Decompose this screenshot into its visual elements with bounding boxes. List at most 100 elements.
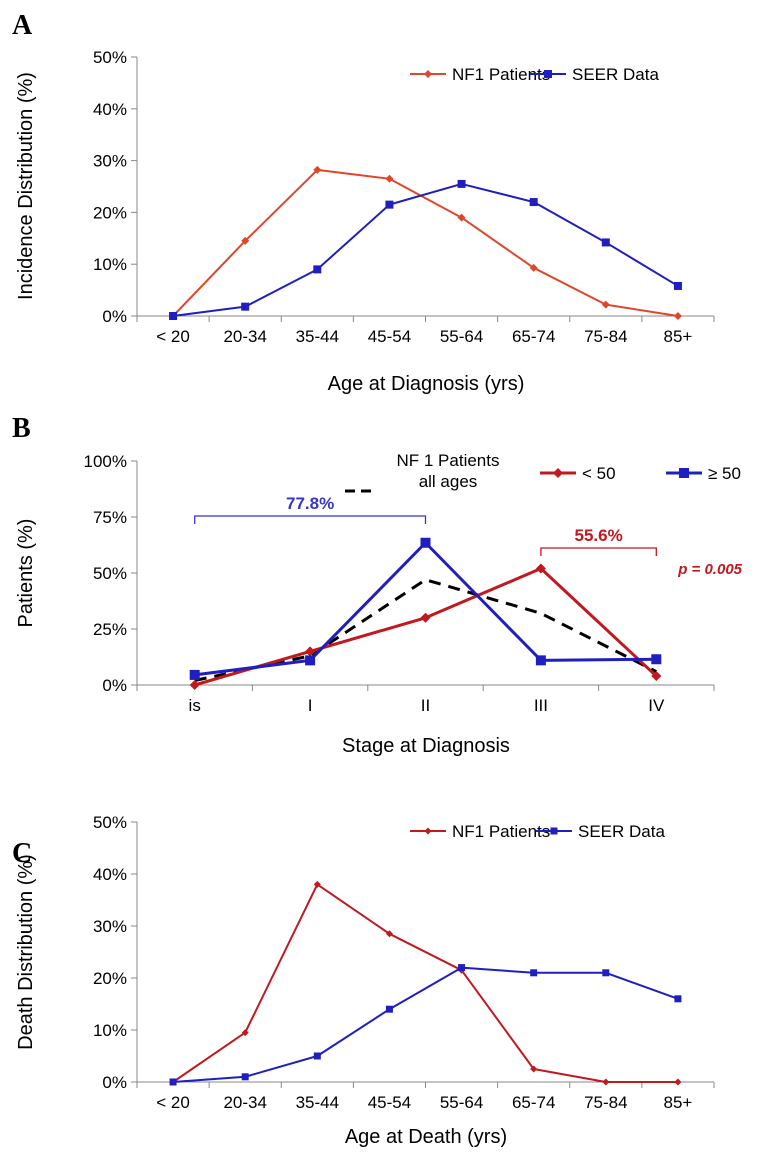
data-point — [529, 198, 538, 207]
series-line — [172, 966, 679, 1083]
x-tick-label: 20-34 — [223, 327, 266, 346]
y-tick-label: 50% — [93, 813, 127, 832]
y-tick-label: 30% — [93, 917, 127, 936]
legend-marker — [424, 70, 432, 78]
series-1 — [169, 964, 682, 1086]
legend-label: SEER Data — [578, 822, 665, 841]
x-tick-label: 55-64 — [440, 1093, 483, 1112]
legend: NF1 Patients SEER Data — [410, 822, 665, 841]
y-tick-label: 75% — [93, 508, 127, 527]
panel-label: C — [12, 838, 32, 869]
y-tick-label: 0% — [102, 1073, 127, 1092]
data-point — [241, 302, 250, 311]
data-point — [385, 200, 394, 209]
data-point — [241, 1073, 249, 1081]
data-point — [305, 655, 316, 666]
p-value-label: p = 0.005 — [677, 561, 742, 578]
bracket-left — [194, 515, 427, 524]
legend: NF 1 Patients all ages < 50 ≥ 50 — [345, 451, 741, 493]
series-line — [172, 883, 678, 1083]
y-tick-label: 100% — [84, 452, 127, 471]
data-point — [385, 930, 393, 938]
bracket-label-left: 77.8% — [286, 494, 334, 513]
data-point — [241, 236, 250, 245]
legend-marker — [544, 70, 552, 78]
series-0 — [169, 880, 682, 1086]
x-tick-label: 75-84 — [584, 327, 627, 346]
y-axis-title: Incidence Distribution (%) — [15, 72, 37, 300]
x-tick-label: 75-84 — [584, 1093, 627, 1112]
data-point — [189, 680, 200, 690]
data-point — [457, 179, 466, 188]
x-tick-label: 85+ — [664, 1093, 693, 1112]
x-axis-title: Age at Diagnosis (yrs) — [328, 373, 525, 395]
legend-marker — [424, 827, 432, 835]
data-point — [385, 174, 394, 183]
legend-label-line: NF 1 Patients — [397, 451, 500, 470]
data-point — [602, 1078, 610, 1086]
x-tick-label: 20-34 — [223, 1093, 266, 1112]
legend-label: SEER Data — [572, 65, 659, 84]
data-point — [313, 165, 322, 174]
x-tick-label: 35-44 — [296, 327, 339, 346]
x-tick-label: III — [534, 696, 548, 715]
data-point — [385, 1005, 393, 1013]
data-point — [651, 671, 662, 682]
series-1 — [189, 563, 662, 690]
series-line — [172, 168, 679, 317]
legend-label: NF 1 Patients all ages — [397, 451, 500, 491]
data-point — [673, 312, 682, 320]
x-axis-title: Stage at Diagnosis — [342, 735, 510, 757]
legend-label: < 50 — [582, 464, 616, 483]
data-point — [530, 969, 538, 977]
y-tick-label: 10% — [93, 255, 127, 274]
data-point — [674, 1078, 682, 1086]
legend: NF1 Patients SEER Data — [410, 65, 659, 84]
series-0 — [169, 165, 682, 320]
series-2 — [189, 537, 662, 680]
data-point — [673, 281, 682, 290]
chart-panel-a: A 0% 10% 20% 30% 40% 50% < 20 20-34 35-44 45-54 55-… — [12, 10, 715, 395]
legend-marker — [553, 468, 563, 478]
data-point — [420, 537, 431, 548]
y-axis-title: Death Distribution (%) — [15, 854, 37, 1050]
y-axis-title: Patients (%) — [15, 519, 37, 628]
x-tick-label: 65-74 — [512, 327, 555, 346]
y-tick-label: 20% — [93, 203, 127, 222]
x-tick-label: I — [308, 696, 313, 715]
data-point — [535, 563, 546, 574]
data-point — [457, 213, 466, 222]
x-tick-label: II — [421, 696, 430, 715]
x-axis-title: Age at Death (yrs) — [345, 1126, 507, 1148]
x-tick-label: 45-54 — [368, 1093, 411, 1112]
y-tick-label: 40% — [93, 865, 127, 884]
x-tick-label: 45-54 — [368, 327, 411, 346]
series-1 — [169, 179, 682, 320]
data-point — [535, 655, 546, 666]
x-tick-label: is — [189, 696, 201, 715]
data-point — [458, 964, 466, 972]
y-tick-label: 25% — [93, 620, 127, 639]
panel-label: B — [12, 413, 31, 444]
data-point — [529, 263, 538, 272]
data-point — [169, 1078, 177, 1086]
series-line — [172, 182, 679, 317]
x-tick-label: IV — [648, 696, 665, 715]
data-point — [189, 669, 200, 680]
data-point — [602, 969, 610, 977]
y-tick-label: 50% — [93, 564, 127, 583]
y-tick-label: 20% — [93, 969, 127, 988]
data-point — [674, 995, 682, 1003]
data-point — [420, 612, 431, 623]
legend-label: ≥ 50 — [708, 464, 741, 483]
legend-label-line: all ages — [419, 472, 478, 491]
legend-label: NF1 Patients — [452, 822, 550, 841]
x-tick-label: 65-74 — [512, 1093, 555, 1112]
x-tick-label: < 20 — [156, 327, 190, 346]
data-point — [601, 300, 610, 309]
x-tick-label: 85+ — [664, 327, 693, 346]
x-tick-label: 35-44 — [296, 1093, 339, 1112]
data-point — [313, 265, 322, 274]
